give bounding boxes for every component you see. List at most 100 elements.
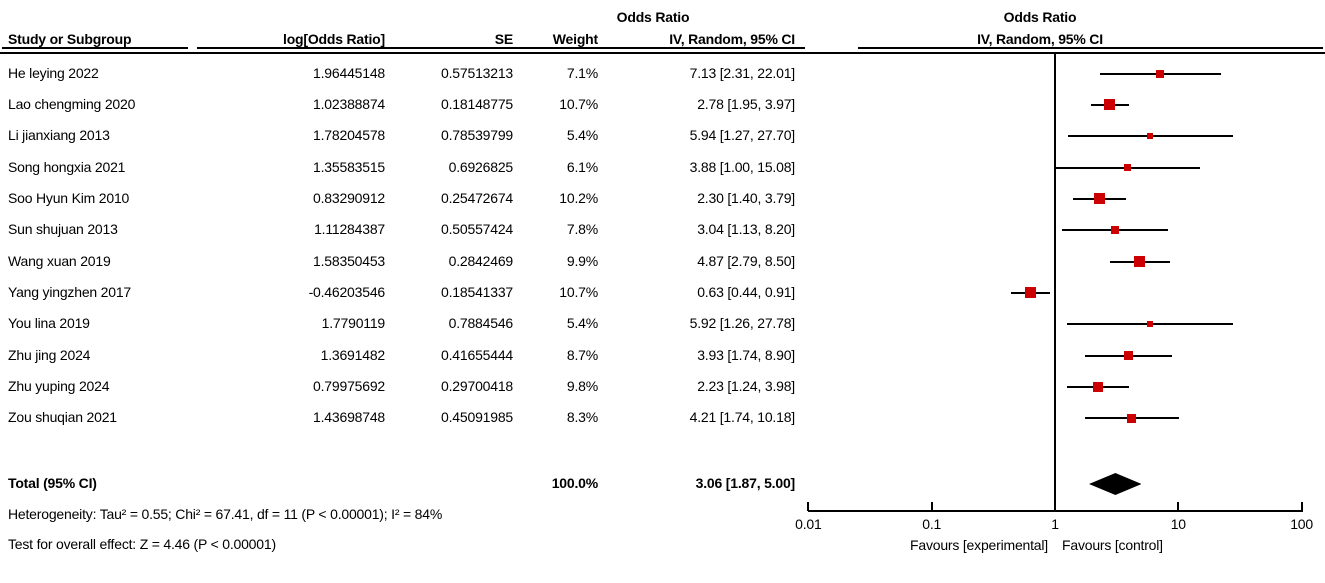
log-odds-ratio-value: 1.58350453: [313, 252, 385, 269]
study-name: You lina 2019: [8, 315, 90, 332]
log-odds-ratio-value: 0.83290912: [313, 189, 385, 206]
x-axis-tick-label: 0.01: [795, 516, 822, 532]
x-axis-tick: [930, 502, 933, 511]
header-underline-study: [2, 47, 188, 49]
x-axis-tick: [807, 502, 810, 511]
study-name: Zhu jing 2024: [8, 346, 91, 363]
table-top-rule: [0, 52, 1325, 54]
column-header-study: Study or Subgroup: [8, 31, 132, 47]
total-weight-value: 100.0%: [551, 475, 598, 491]
se-value: 0.18541337: [441, 283, 513, 300]
se-value: 0.45091985: [441, 409, 513, 426]
weight-value: 5.4%: [566, 127, 598, 144]
overall-effect-text: Test for overall effect: Z = 4.46 (P < 0…: [8, 536, 276, 552]
ci-text-value: 2.78 [1.95, 3.97]: [697, 95, 795, 112]
x-axis-tick-label: 10: [1170, 516, 1186, 532]
weight-value: 7.8%: [566, 221, 598, 238]
ci-text-value: 3.88 [1.00, 15.08]: [689, 158, 796, 175]
ci-text-value: 3.93 [1.74, 8.90]: [697, 346, 795, 363]
effect-square: [1094, 193, 1106, 205]
study-name: Yang yingzhen 2017: [8, 283, 132, 300]
log-odds-ratio-value: 1.11284387: [314, 221, 385, 238]
header-underline-table: [197, 47, 805, 49]
effect-measure-title-plot: Odds Ratio: [1003, 9, 1077, 25]
weight-value: 8.3%: [566, 409, 598, 426]
x-axis-tick: [1177, 502, 1180, 511]
x-axis-tick-label: 100: [1290, 516, 1313, 532]
ci-text-value: 4.87 [2.79, 8.50]: [697, 252, 795, 269]
log-odds-ratio-value: 1.7790119: [321, 315, 386, 332]
effect-square: [1134, 256, 1146, 268]
x-axis-tick: [1300, 502, 1303, 511]
study-name: Soo Hyun Kim 2010: [8, 189, 130, 206]
weight-value: 10.2%: [559, 189, 598, 206]
weight-value: 9.9%: [566, 252, 598, 269]
study-name: Zhu yuping 2024: [8, 378, 110, 394]
log-odds-ratio-value: 1.43698748: [313, 409, 385, 426]
effect-square: [1123, 351, 1133, 361]
total-label: Total (95% CI): [8, 475, 97, 491]
se-value: 0.18148775: [441, 95, 513, 112]
x-axis-tick-label: 0.1: [922, 516, 942, 532]
effect-square: [1147, 321, 1154, 328]
se-value: 0.2842469: [448, 252, 514, 269]
study-name: Song hongxia 2021: [8, 158, 126, 175]
log-odds-ratio-value: 1.96445148: [313, 64, 385, 81]
log-odds-ratio-value: 1.78204578: [313, 127, 385, 144]
se-value: 0.50557424: [441, 221, 513, 238]
log-odds-ratio-value: 1.02388874: [313, 95, 385, 112]
favours-control-label: Favours [control]: [1062, 537, 1163, 553]
ci-text-value: 3.04 [1.13, 8.20]: [697, 221, 795, 238]
study-name: Zou shuqian 2021: [8, 409, 117, 426]
effect-square: [1147, 133, 1154, 140]
log-odds-ratio-value: 0.79975692: [313, 378, 385, 394]
null-effect-line: [1054, 54, 1056, 511]
effect-square: [1156, 69, 1165, 78]
effect-square: [1110, 226, 1119, 235]
log-odds-ratio-value: 1.3691482: [320, 346, 386, 363]
effect-square: [1024, 287, 1036, 299]
ci-text-value: 2.23 [1.24, 3.98]: [697, 378, 795, 394]
x-axis-tick: [1054, 502, 1056, 511]
total-ci-value: 3.06 [1.87, 5.00]: [695, 475, 796, 491]
log-odds-ratio-value: 1.35583515: [313, 158, 385, 175]
ci-text-value: 2.30 [1.40, 3.79]: [697, 189, 795, 206]
weight-value: 10.7%: [559, 95, 598, 112]
column-header-ci: IV, Random, 95% CI: [669, 31, 795, 47]
study-name: Lao chengming 2020: [8, 95, 136, 112]
column-header-weight: Weight: [552, 31, 598, 47]
se-value: 0.6926825: [448, 158, 514, 175]
ci-text-value: 4.21 [1.74, 10.18]: [689, 409, 796, 426]
effect-measure-title-table: Odds Ratio: [616, 9, 690, 25]
se-value: 0.25472674: [441, 189, 513, 206]
ci-text-value: 5.94 [1.27, 27.70]: [689, 127, 796, 144]
log-odds-ratio-value: -0.46203546: [308, 283, 386, 300]
weight-value: 5.4%: [566, 315, 598, 332]
weight-value: 6.1%: [566, 158, 598, 175]
column-header-log-odds-ratio: log[Odds Ratio]: [283, 31, 385, 47]
se-value: 0.7884546: [448, 315, 514, 332]
study-name: He leying 2022: [8, 64, 99, 81]
weight-value: 7.1%: [566, 64, 598, 81]
effect-square: [1127, 413, 1137, 423]
effect-square: [1092, 382, 1103, 392]
weight-value: 9.8%: [566, 378, 598, 394]
se-value: 0.29700418: [441, 378, 513, 394]
weight-value: 8.7%: [566, 346, 598, 363]
favours-experimental-label: Favours [experimental]: [910, 537, 1048, 553]
study-name: Li jianxiang 2013: [8, 127, 110, 144]
effect-square: [1104, 99, 1116, 111]
se-value: 0.78539799: [441, 127, 513, 144]
weight-value: 10.7%: [559, 283, 598, 300]
effect-square: [1124, 164, 1132, 172]
column-header-plot-ci: IV, Random, 95% CI: [977, 31, 1103, 47]
total-diamond: [1088, 473, 1142, 495]
ci-text-value: 7.13 [2.31, 22.01]: [689, 64, 796, 81]
ci-text-value: 0.63 [0.44, 0.91]: [697, 283, 795, 300]
x-axis-line: [808, 510, 1303, 512]
heterogeneity-text: Heterogeneity: Tau² = 0.55; Chi² = 67.41…: [8, 506, 443, 522]
column-header-se: SE: [494, 31, 513, 47]
ci-text-value: 5.92 [1.26, 27.78]: [689, 315, 796, 332]
se-value: 0.57513213: [441, 64, 513, 81]
